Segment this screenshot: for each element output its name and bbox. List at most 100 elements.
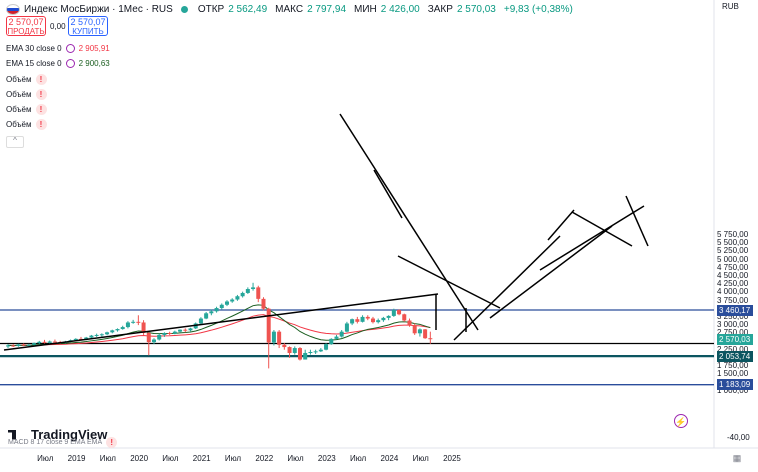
price-change: +9,83 (+0,38%) xyxy=(503,3,573,15)
market-status-icon xyxy=(180,5,188,13)
indicator-volume[interactable]: Объём ! xyxy=(6,104,47,115)
time-tick-label: 2023 xyxy=(317,454,336,463)
trend-line[interactable] xyxy=(547,209,575,241)
price-tick-label: -40,00 xyxy=(727,433,750,442)
candle-body xyxy=(386,315,391,318)
candle-body xyxy=(21,344,26,346)
indicator-volume[interactable]: Объём ! xyxy=(6,74,47,85)
lightning-icon[interactable]: ⚡ xyxy=(674,414,688,428)
candle-body xyxy=(360,316,365,322)
trend-line[interactable] xyxy=(373,169,403,219)
candle-body xyxy=(256,287,261,299)
currency-label[interactable]: RUB xyxy=(722,2,739,11)
calendar-icon[interactable]: ▦ xyxy=(732,453,742,463)
candle-body xyxy=(146,332,151,343)
buy-button[interactable]: 2 570,07 КУПИТЬ xyxy=(68,16,108,36)
price-tick-label: 1 500,00 xyxy=(717,369,749,379)
indicator-label: EMA 30 close 0 xyxy=(6,44,62,53)
candle-body xyxy=(32,343,37,345)
candle-body xyxy=(397,310,402,315)
candle-body xyxy=(355,319,360,322)
settings-icon[interactable] xyxy=(65,59,75,68)
buy-label: КУПИТЬ xyxy=(72,27,104,36)
candle-body xyxy=(334,336,339,339)
warning-icon[interactable]: ! xyxy=(35,119,47,130)
time-tick-label: 2020 xyxy=(130,454,149,463)
trend-line[interactable] xyxy=(625,195,649,247)
ohlc-high-value: 2 797,94 xyxy=(307,3,347,15)
warning-icon[interactable]: ! xyxy=(35,89,47,100)
price-tag: 1 183,09 xyxy=(717,379,753,391)
candle-body xyxy=(105,332,110,335)
price-tick-label: 1 000,00 xyxy=(717,385,749,395)
candle-body xyxy=(271,331,276,343)
symbol-header: Индекс МосБиржи · 1Мес · RUS ОТКР 2 562,4… xyxy=(6,2,577,16)
candle-body xyxy=(172,331,177,334)
price-tick-label: 3 000,00 xyxy=(717,320,749,330)
indicator-volume[interactable]: Объём ! xyxy=(6,89,47,100)
price-tag: 3 460,17 xyxy=(717,304,753,316)
ema-lines xyxy=(7,304,431,347)
candle-body xyxy=(324,344,329,350)
warning-icon[interactable]: ! xyxy=(106,437,118,448)
trend-line[interactable] xyxy=(571,211,633,247)
candle-body xyxy=(381,317,386,321)
ohlc-close-value: 2 570,03 xyxy=(456,3,496,15)
ema15-line xyxy=(7,304,431,347)
candle-body xyxy=(344,323,349,332)
warning-icon[interactable]: ! xyxy=(35,104,47,115)
candle-body xyxy=(157,334,162,340)
indicator-volume[interactable]: Объём ! xyxy=(6,119,47,130)
trend-line[interactable] xyxy=(3,293,439,351)
candle-body xyxy=(209,311,214,314)
tradingview-logo-icon xyxy=(8,429,16,440)
horizontal-levels xyxy=(0,309,714,386)
candle-body xyxy=(240,292,245,297)
price-tag: 2 570,03 xyxy=(717,333,753,345)
candle-body xyxy=(318,349,323,352)
indicator-value: 2 900,63 xyxy=(78,59,110,68)
candle-body xyxy=(297,348,302,360)
candle-body xyxy=(230,299,235,302)
trade-panel: 2 570,07 ПРОДАТЬ 0,00 2 570,07 КУПИТЬ xyxy=(6,16,108,36)
tradingview-logo: TradingView xyxy=(8,427,107,442)
warning-icon[interactable]: ! xyxy=(35,74,47,85)
candle-body xyxy=(84,337,89,340)
trend-line[interactable] xyxy=(397,255,501,309)
candle-body xyxy=(407,320,412,326)
collapse-legend-button[interactable]: ^ xyxy=(6,136,24,148)
ohlc-open-key: ОТКР xyxy=(197,3,225,15)
trend-line[interactable] xyxy=(453,235,561,341)
price-tick-label: 2 250,00 xyxy=(717,344,749,354)
candle-body xyxy=(120,327,125,330)
candle-body xyxy=(151,339,156,343)
candle-body xyxy=(94,334,99,336)
candle-body xyxy=(73,338,78,341)
indicator-macd[interactable]: MACD 8 17 close 9 EMA EMA ! xyxy=(8,437,118,448)
candle-body xyxy=(42,341,47,343)
price-tick-label: 4 500,00 xyxy=(717,270,749,280)
candle-body xyxy=(292,348,297,353)
candle-body xyxy=(26,344,31,346)
symbol-title[interactable]: Индекс МосБиржи · 1Мес · RUS xyxy=(24,3,173,15)
candle-body xyxy=(365,316,370,319)
candle-body xyxy=(110,330,115,333)
candle-body xyxy=(282,344,287,348)
indicator-ema15[interactable]: EMA 15 close 0 2 900,63 xyxy=(6,59,110,68)
candle-body xyxy=(141,322,146,333)
trend-line[interactable] xyxy=(489,225,613,319)
indicator-ema30[interactable]: EMA 30 close 0 2 905,91 xyxy=(6,44,110,53)
candle-body xyxy=(99,334,104,336)
indicator-label: EMA 15 close 0 xyxy=(6,59,62,68)
time-tick-label: 2021 xyxy=(192,454,211,463)
candle-body xyxy=(423,329,428,339)
candle-body xyxy=(131,321,136,323)
trend-line[interactable] xyxy=(539,205,645,271)
candle-body xyxy=(376,320,381,323)
trend-line[interactable] xyxy=(339,113,479,331)
settings-icon[interactable] xyxy=(65,44,75,53)
candle-body xyxy=(308,351,313,353)
sell-button[interactable]: 2 570,07 ПРОДАТЬ xyxy=(6,16,46,36)
trend-lines xyxy=(3,113,649,351)
